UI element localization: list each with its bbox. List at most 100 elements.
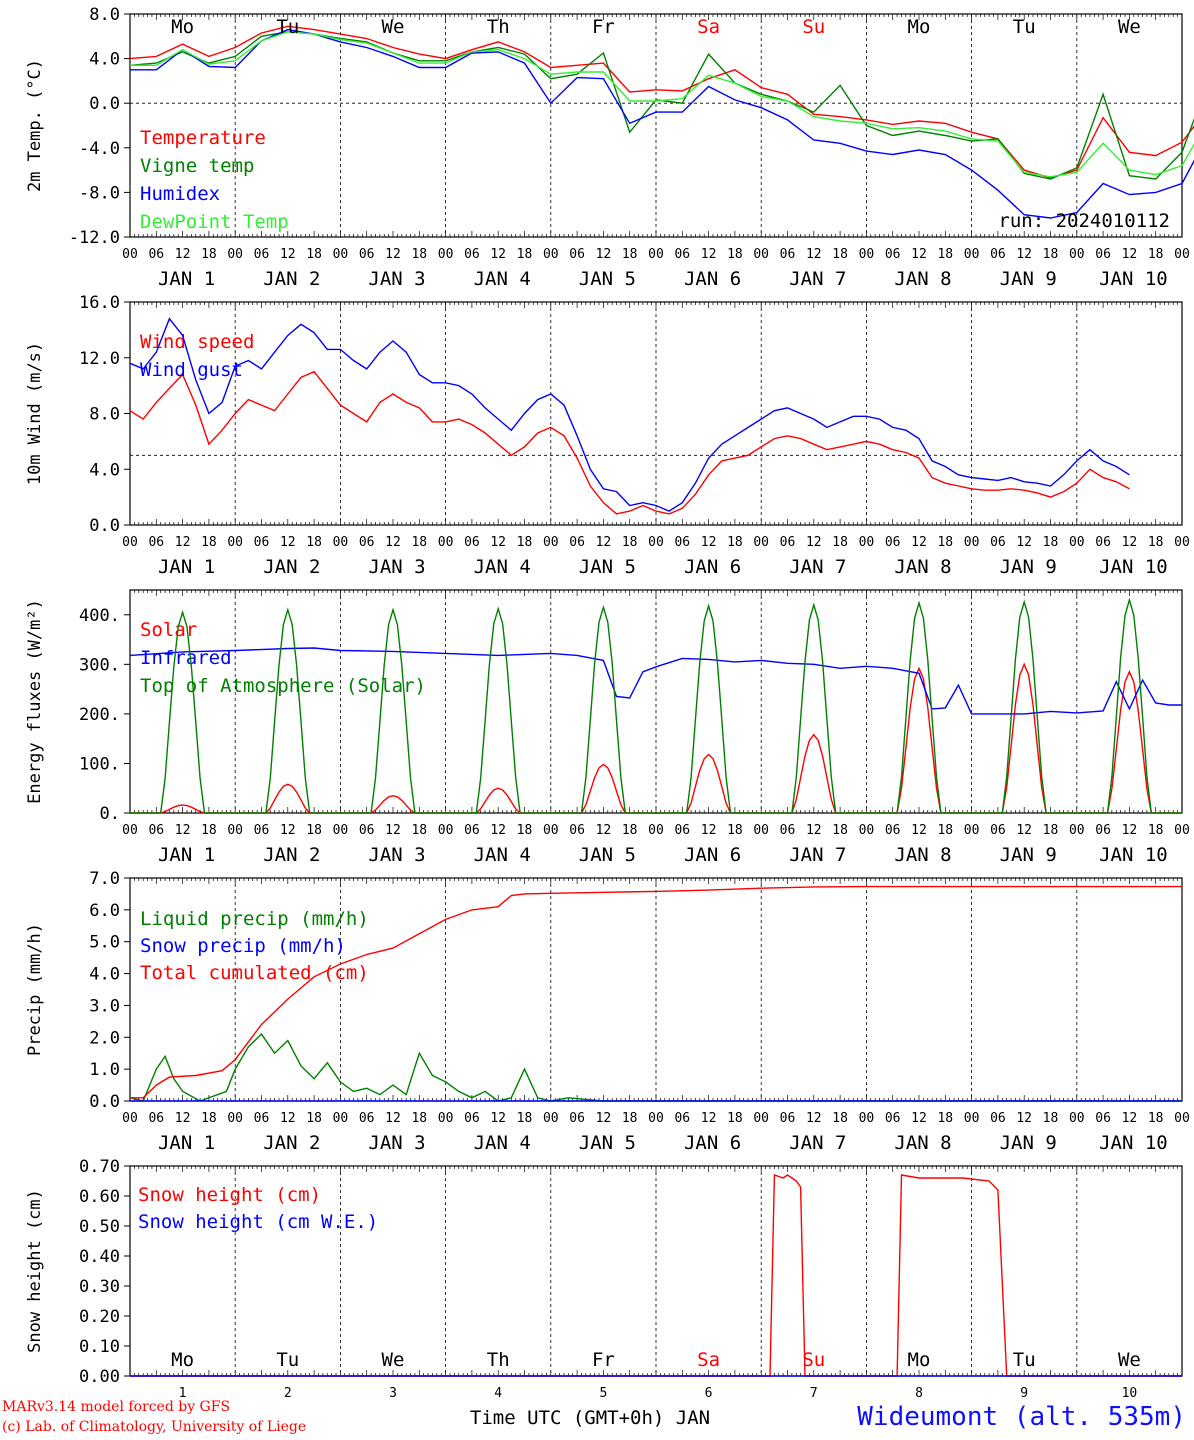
hour-tick-label: 12: [490, 1111, 506, 1126]
hour-tick-label: 06: [674, 823, 690, 838]
y-tick-label: 100.: [79, 754, 120, 774]
date-label: JAN 2: [263, 844, 320, 866]
hour-tick-label: 18: [832, 1111, 848, 1126]
series-line-vigne-temp: [129, 31, 1194, 180]
hour-tick-label: 12: [175, 823, 191, 838]
hour-tick-label: 00: [438, 247, 454, 262]
date-label: JAN 3: [368, 1132, 425, 1154]
legend-entry: Humidex: [140, 183, 220, 205]
hour-tick-label: 06: [885, 823, 901, 838]
y-tick-label: 6.0: [89, 901, 120, 921]
hour-tick-label: 06: [885, 1111, 901, 1126]
series-line-infrared: [129, 647, 1182, 715]
y-tick-label: -12.0: [69, 228, 120, 248]
hour-tick-label: 12: [280, 1111, 296, 1126]
hour-tick-label: 06: [674, 247, 690, 262]
hour-tick-label: 12: [701, 247, 717, 262]
date-label: JAN 5: [579, 1132, 636, 1154]
hour-tick-label: 18: [1148, 823, 1164, 838]
date-label: JAN 9: [1000, 268, 1057, 290]
hour-tick-label: 18: [306, 535, 322, 550]
hour-tick-label: 00: [122, 823, 138, 838]
hour-tick-label: 00: [333, 535, 349, 550]
series-line-humidex: [130, 28, 1194, 219]
weekday-label: Fr: [592, 16, 615, 38]
chart-panel-3: 400. 300. 200. 100. 0. Energy fluxes (W/m²) 00…: [25, 589, 1190, 866]
hour-tick-label: 00: [122, 247, 138, 262]
date-label: JAN 4: [474, 844, 531, 866]
date-label: JAN 2: [263, 556, 320, 578]
y-tick-label: 0.00: [79, 1367, 120, 1387]
date-label: JAN 1: [158, 556, 215, 578]
series-line-top-of-atmosphere-solar-: [130, 597, 1182, 814]
hour-tick-label: 00: [333, 823, 349, 838]
date-label: JAN 2: [263, 268, 320, 290]
legend-entry: Infrared: [140, 647, 232, 669]
x-axis-title: Time UTC (GMT+0h) JAN: [470, 1407, 710, 1429]
hour-tick-label: 18: [1043, 1111, 1059, 1126]
hour-tick-label: 06: [359, 247, 375, 262]
hour-tick-label: 12: [385, 823, 401, 838]
hour-tick-label: 18: [937, 535, 953, 550]
hour-tick-label: 18: [937, 247, 953, 262]
date-label: JAN 7: [789, 268, 846, 290]
hour-tick-label: 18: [622, 823, 638, 838]
hour-tick-label: 06: [569, 535, 585, 550]
hour-tick-label: 18: [622, 247, 638, 262]
chart-panel-4: 7.0 6.0 5.0 4.0 3.0 2.0 1.0 0.0 Precip (mm/h) 00 0…: [25, 869, 1190, 1154]
weekday-label: Tu: [276, 16, 299, 38]
date-label: JAN 10: [1099, 844, 1168, 866]
hour-tick-label: 06: [254, 247, 270, 262]
hour-tick-label: 12: [596, 1111, 612, 1126]
hour-tick-label: 18: [1043, 823, 1059, 838]
hour-tick-label: 12: [175, 535, 191, 550]
y-axis-label: 10m Wind (m/s): [25, 342, 45, 485]
hour-tick-label: 18: [201, 535, 217, 550]
y-tick-label: 16.0: [79, 293, 120, 313]
day-number-label: 2: [284, 1386, 292, 1401]
y-tick-label: 0.30: [79, 1277, 120, 1297]
hour-tick-label: 06: [359, 823, 375, 838]
hour-tick-label: 06: [674, 535, 690, 550]
weekday-label: We: [382, 1349, 405, 1371]
y-tick-label: 8.0: [89, 5, 120, 25]
weekday-label: Sa: [697, 1349, 720, 1371]
weekday-label: Mo: [171, 16, 194, 38]
hour-tick-label: 00: [964, 1111, 980, 1126]
hour-tick-label: 12: [490, 823, 506, 838]
hour-tick-label: 06: [148, 535, 164, 550]
hour-tick-label: 18: [517, 1111, 533, 1126]
hour-tick-label: 00: [227, 535, 243, 550]
hour-tick-label: 06: [1095, 535, 1111, 550]
y-tick-label: 3.0: [89, 996, 120, 1016]
y-tick-label: 300.: [79, 655, 120, 675]
date-label: JAN 8: [894, 556, 951, 578]
hour-tick-label: 00: [1174, 247, 1190, 262]
date-label: JAN 10: [1099, 556, 1168, 578]
hour-tick-label: 18: [306, 1111, 322, 1126]
hour-tick-label: 00: [859, 823, 875, 838]
y-tick-label: 400.: [79, 606, 120, 626]
hour-tick-label: 06: [780, 247, 796, 262]
hour-tick-label: 06: [359, 1111, 375, 1126]
hour-tick-label: 00: [227, 1111, 243, 1126]
y-tick-label: 0.40: [79, 1247, 120, 1267]
hour-tick-label: 06: [464, 1111, 480, 1126]
hour-tick-label: 06: [569, 823, 585, 838]
hour-tick-label: 18: [1043, 247, 1059, 262]
date-label: JAN 9: [1000, 556, 1057, 578]
y-tick-label: 12.0: [79, 349, 120, 369]
hour-tick-label: 00: [1174, 535, 1190, 550]
date-label: JAN 6: [684, 268, 741, 290]
legend-entry: Temperature: [140, 127, 266, 149]
hour-tick-label: 12: [280, 823, 296, 838]
hour-tick-label: 12: [280, 535, 296, 550]
hour-tick-label: 12: [280, 247, 296, 262]
hour-tick-label: 06: [148, 247, 164, 262]
hour-tick-label: 12: [385, 535, 401, 550]
run-label: run: 2024010112: [998, 210, 1170, 232]
weekday-label: Mo: [171, 1349, 194, 1371]
day-number-label: 3: [389, 1386, 397, 1401]
hour-tick-label: 12: [1122, 1111, 1138, 1126]
series-line-temperature: [129, 25, 1194, 179]
